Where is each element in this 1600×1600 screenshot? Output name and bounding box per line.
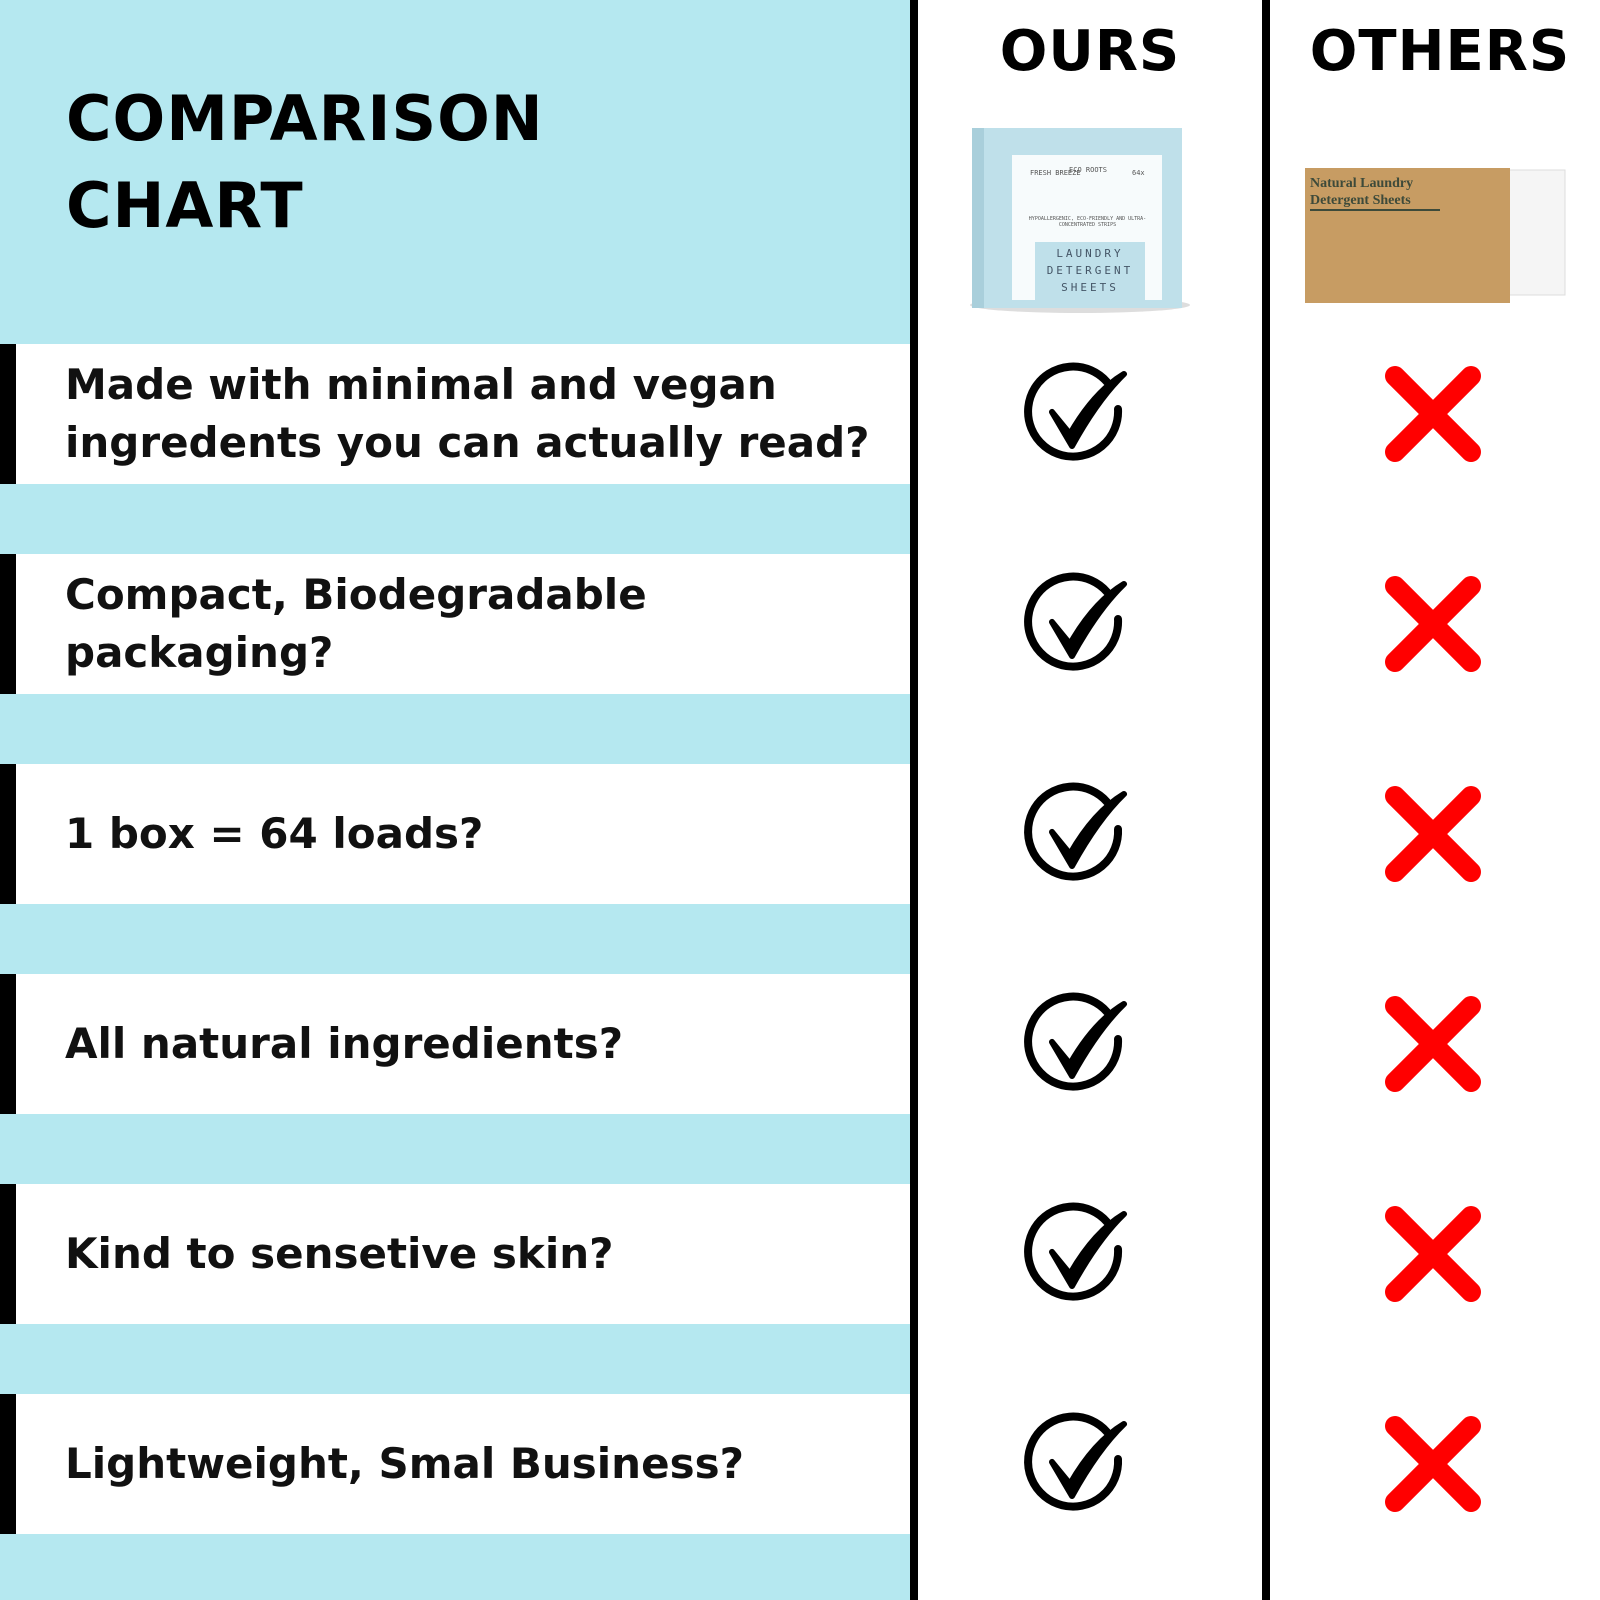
product-text: Natural Laundry Detergent Sheets (1310, 175, 1440, 211)
cross-icon (1373, 564, 1493, 684)
feature-row: Kind to sensetive skin? (0, 1184, 910, 1324)
cross-icon (1373, 984, 1493, 1104)
product-text: FRESH BREEZE (1030, 169, 1081, 177)
divider (1262, 0, 1270, 1600)
feature-line: ingredents you can actually read? (65, 418, 870, 467)
feature-text: Kind to sensetive skin? (65, 1184, 614, 1324)
feature-text: All natural ingredients? (65, 974, 623, 1114)
feature-row: 1 box = 64 loads? (0, 764, 910, 904)
product-others: Natural Laundry Detergent Sheets (1305, 168, 1566, 303)
feature-text: Lightweight, Smal Business? (65, 1394, 744, 1534)
check-icon (1014, 984, 1134, 1104)
title-line: COMPARISON (66, 82, 544, 155)
feature-text: Compact, Biodegradable packaging? (65, 554, 647, 694)
cross-icon (1373, 1404, 1493, 1524)
row-marker (0, 1394, 16, 1534)
row-marker (0, 554, 16, 694)
product-text: LAUNDRY DETERGENT SHEETS (1046, 247, 1134, 294)
cross-icon (1373, 1194, 1493, 1314)
check-icon (1014, 1194, 1134, 1314)
column-header: OTHERS (1309, 19, 1571, 84)
feature-row: Compact, Biodegradable packaging? (0, 554, 910, 694)
row-marker (0, 974, 16, 1114)
row-marker (0, 764, 16, 904)
feature-row: Lightweight, Smal Business? (0, 1394, 910, 1534)
feature-line: Made with minimal and vegan (65, 360, 777, 409)
feature-line: Compact, Biodegradable (65, 570, 647, 619)
feature-row: Made with minimal and vegan ingredents yo… (0, 344, 910, 484)
feature-line: Lightweight, Smal Business? (65, 1439, 744, 1488)
title-line: CHART (66, 169, 304, 242)
feature-text: 1 box = 64 loads? (65, 764, 483, 904)
check-icon (1014, 774, 1134, 894)
feature-line: 1 box = 64 loads? (65, 809, 484, 858)
product-text: HYPOALLERGENIC, ECO-FRIENDLY AND ULTRA-C… (1028, 216, 1147, 228)
divider (910, 0, 918, 1600)
check-icon (1014, 564, 1134, 684)
column-header: OURS (999, 19, 1181, 84)
feature-line: packaging? (65, 628, 334, 677)
row-marker (0, 1184, 16, 1324)
cross-icon (1373, 354, 1493, 474)
feature-text: Made with minimal and vegan ingredents yo… (65, 344, 870, 484)
product-ours: FRESH BREEZE ECO ROOTS 64x HYPOALLERGENI… (970, 128, 1190, 313)
check-icon (1014, 354, 1134, 474)
product-text: ECO ROOTS (1069, 166, 1107, 174)
row-marker (0, 344, 16, 484)
product-text: 64x (1132, 169, 1145, 177)
feature-row: All natural ingredients? (0, 974, 910, 1114)
check-icon (1014, 1404, 1134, 1524)
feature-line: All natural ingredients? (65, 1019, 624, 1068)
cross-icon (1373, 774, 1493, 894)
feature-line: Kind to sensetive skin? (65, 1229, 614, 1278)
